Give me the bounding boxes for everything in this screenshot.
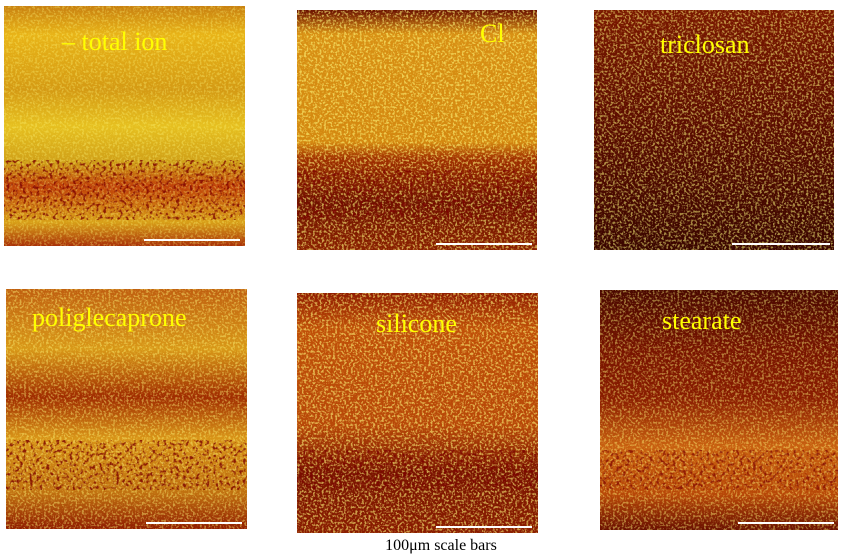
panel-label: stearate: [662, 306, 741, 335]
panel-label: silicone: [376, 309, 457, 338]
panel: triclosan: [594, 10, 834, 250]
caption: 100μm scale bars: [385, 537, 497, 554]
panel-label: Cl: [480, 19, 505, 48]
panel-label: poliglecaprone: [32, 303, 187, 332]
panel-label: – total ion: [61, 27, 167, 56]
panel: poliglecaprone: [6, 289, 247, 529]
panel: Cl: [297, 10, 537, 250]
panel-label: triclosan: [660, 30, 750, 59]
panel: stearate: [600, 290, 838, 530]
panel: – total ion: [4, 6, 245, 246]
panel: silicone: [297, 293, 538, 533]
